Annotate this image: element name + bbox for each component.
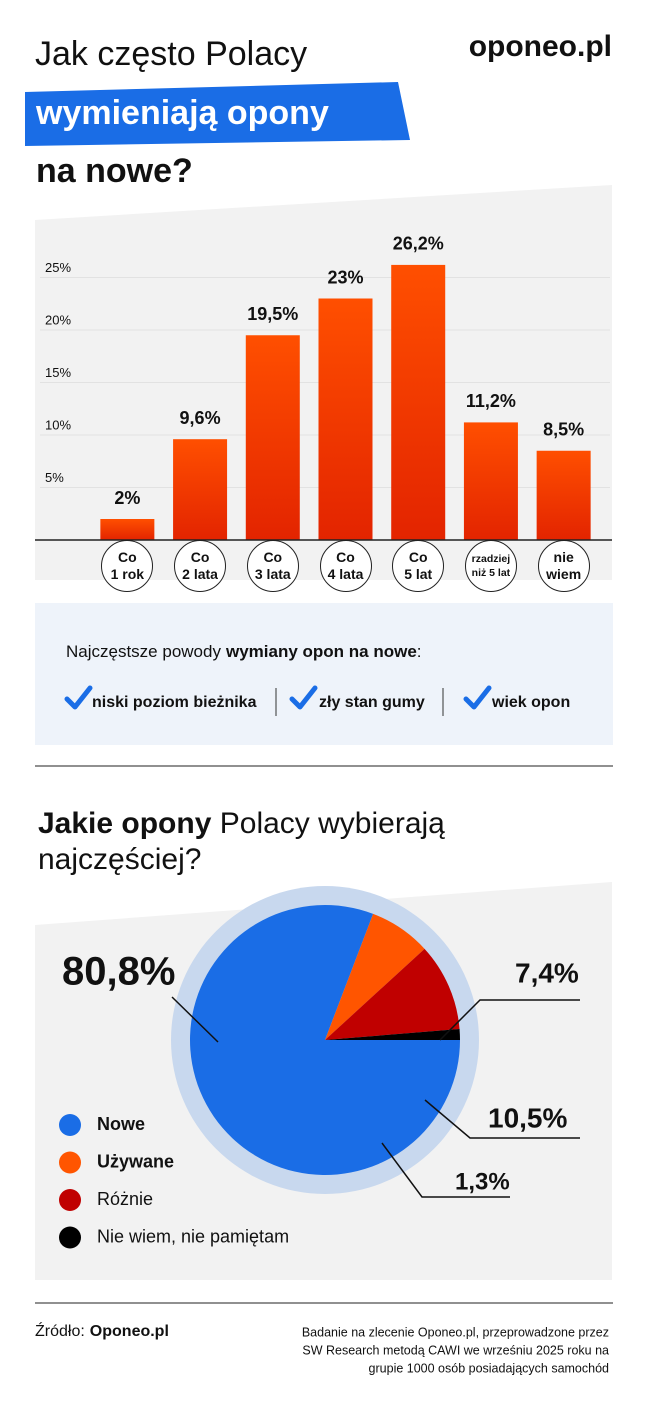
checkmark: [463, 685, 492, 710]
bar: [391, 264, 446, 540]
checkmarks: [64, 685, 492, 710]
legend-swatch: [59, 1226, 81, 1249]
title-line: na nowe?: [36, 152, 193, 190]
bar: [318, 298, 373, 540]
leader-line: [439, 999, 580, 1041]
value-label: 26,2%: [393, 234, 444, 254]
x-tick-label: rzadziej niż 5 lat: [464, 540, 517, 592]
leader-lines: [171, 996, 580, 1198]
pie-title-bold: Jakie opony: [38, 807, 212, 840]
value-label: 11,2%: [466, 391, 516, 411]
checkmark: [64, 685, 93, 710]
x-tick-label: nie wiem: [537, 540, 590, 592]
bar: [463, 422, 518, 540]
bar: [536, 450, 591, 540]
value-label: 8,5%: [543, 420, 584, 440]
x-tick-label: Co 5 lat: [392, 540, 445, 592]
pie-slice: [325, 913, 425, 1040]
reason: wiek opon: [491, 694, 570, 711]
source-note: grupie 1000 osób posiadających samochód: [369, 1361, 609, 1375]
reasons-box: [35, 603, 613, 745]
leader-line: [424, 1099, 580, 1139]
legend-label: Różnie: [97, 1189, 153, 1209]
value-label: 23%: [327, 267, 363, 287]
bar: [100, 519, 155, 540]
value-label: 10,5%: [488, 1102, 567, 1133]
legend-swatch: [59, 1114, 81, 1136]
value-label: 9,6%: [180, 408, 221, 428]
legend-label: Nowe: [97, 1114, 145, 1134]
source-label: Źródło:: [35, 1321, 85, 1340]
bar-chart: 5% 10% 15% 20% 25% 2% 9,6% 19,5% 23% 26,2% 11,2% 8,…: [35, 234, 612, 541]
x-tick-label: Co 2 lata: [174, 540, 227, 592]
y-tick-label: 25%: [45, 260, 71, 275]
source-note: Badanie na zlecenie Oponeo.pl, przeprowa…: [302, 1325, 609, 1339]
leader-line: [171, 996, 219, 1043]
x-tick-label: Co 4 lata: [319, 540, 372, 592]
title-highlight-box: [25, 82, 410, 146]
logo: oponeo.pl: [469, 30, 612, 63]
source-note: SW Research metodą CAWI we wrześniu 2025…: [302, 1343, 609, 1357]
value-label: 7,4%: [515, 957, 579, 988]
value-label: 1,3%: [455, 1168, 510, 1195]
x-tick-label: Co 1 rok: [101, 540, 154, 592]
pie-slice: [325, 1028, 460, 1040]
legend-swatch: [59, 1151, 81, 1174]
legend-label: Nie wiem, nie pamiętam: [97, 1226, 289, 1246]
pie-title: Jakie opony Polacy wybierają najczęściej…: [38, 806, 488, 878]
checkmark: [289, 685, 318, 710]
legend-swatch: [59, 1189, 81, 1211]
y-tick-label: 20%: [45, 312, 71, 327]
reasons-title-bold: wymiany opon na nowe: [225, 642, 417, 661]
pie-chart: [189, 905, 460, 1176]
value-label: 19,5%: [247, 304, 298, 324]
reason: zły stan gumy: [319, 694, 425, 711]
y-tick-label: 10%: [45, 417, 71, 432]
title-line: Jak często Polacy: [35, 35, 307, 73]
value-label: 2%: [114, 488, 140, 508]
bar: [245, 335, 300, 540]
pie-title-text: Polacy wybierają najczęściej?: [38, 807, 445, 876]
x-tick-label: Co 3 lata: [246, 540, 299, 592]
title-highlight: wymieniają opony: [35, 94, 329, 132]
y-tick-label: 15%: [45, 365, 71, 380]
value-label: 80,8%: [62, 950, 175, 994]
legend-label: Używane: [97, 1151, 174, 1171]
bar: [173, 439, 228, 540]
reason: niski poziom bieżnika: [92, 694, 257, 711]
pie-slice: [325, 948, 460, 1040]
reasons-title: Najczęstsze powody wymiany opon na nowe:: [66, 642, 422, 661]
reasons-title-end: :: [417, 642, 422, 661]
leader-line: [381, 1142, 510, 1198]
source: Źródło: Oponeo.pl: [35, 1321, 169, 1340]
reasons-title-text: Najczęstsze powody: [66, 642, 221, 661]
y-tick-label: 5%: [45, 470, 64, 485]
source-name: Oponeo.pl: [90, 1323, 169, 1340]
